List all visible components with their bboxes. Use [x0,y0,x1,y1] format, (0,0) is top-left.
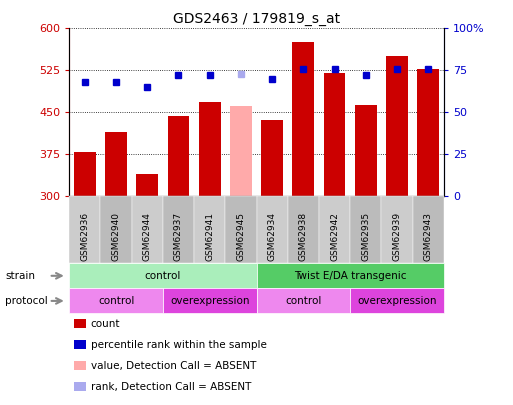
Text: GSM62938: GSM62938 [299,212,308,261]
Text: protocol: protocol [5,296,48,306]
Bar [417,69,439,196]
Text: GSM62935: GSM62935 [361,212,370,261]
Text: GSM62934: GSM62934 [268,212,277,261]
Bar [136,174,158,196]
Bar [230,106,252,196]
Bar [386,56,408,196]
Text: overexpression: overexpression [170,296,249,306]
Text: control: control [145,271,181,281]
Bar [168,116,189,196]
Bar [324,73,345,196]
Text: GSM62942: GSM62942 [330,212,339,261]
Text: overexpression: overexpression [357,296,437,306]
Text: control: control [98,296,134,306]
Text: value, Detection Call = ABSENT: value, Detection Call = ABSENT [91,361,256,371]
Text: count: count [91,319,121,328]
Text: Twist E/DA transgenic: Twist E/DA transgenic [294,271,406,281]
Text: GSM62939: GSM62939 [392,212,402,261]
Text: GSM62940: GSM62940 [111,212,121,261]
Bar [261,119,283,196]
Text: GSM62936: GSM62936 [81,212,89,261]
Bar [105,132,127,196]
Bar [355,105,377,196]
Text: GSM62943: GSM62943 [424,212,432,261]
Bar [199,102,221,196]
Text: GSM62941: GSM62941 [205,212,214,261]
Text: GSM62937: GSM62937 [174,212,183,261]
Text: GSM62945: GSM62945 [236,212,245,261]
Bar [292,43,314,196]
Text: control: control [285,296,322,306]
Text: rank, Detection Call = ABSENT: rank, Detection Call = ABSENT [91,382,251,392]
Title: GDS2463 / 179819_s_at: GDS2463 / 179819_s_at [173,12,340,26]
Bar [74,151,96,196]
Text: strain: strain [5,271,35,281]
Text: percentile rank within the sample: percentile rank within the sample [91,340,267,350]
Text: GSM62944: GSM62944 [143,212,152,261]
